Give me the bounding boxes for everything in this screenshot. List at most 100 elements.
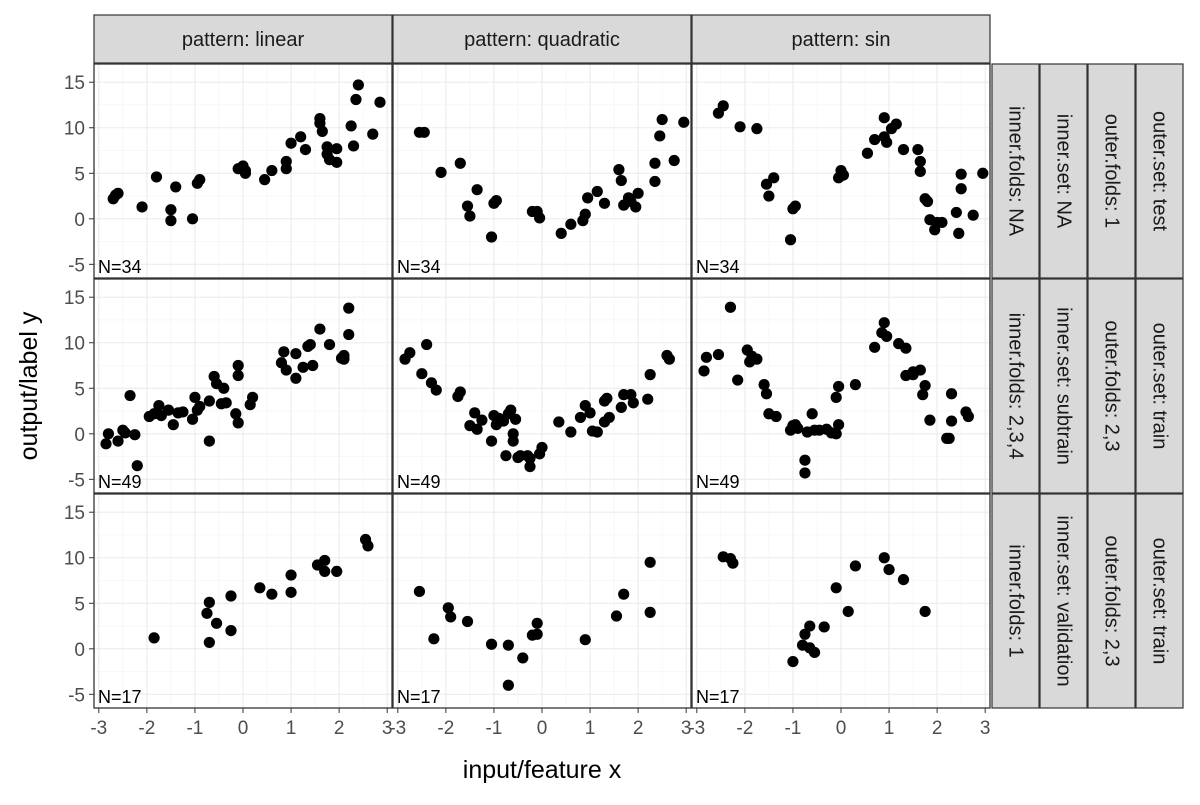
data-point — [881, 136, 893, 148]
count-label: N=49 — [98, 472, 142, 492]
data-point — [579, 634, 591, 646]
data-point — [553, 416, 565, 428]
row-strip — [1135, 493, 1184, 709]
data-point — [579, 208, 591, 220]
column-strip — [691, 14, 991, 64]
row-strip — [1039, 278, 1088, 494]
data-point — [919, 605, 931, 618]
y-tick-label: 0 — [74, 640, 85, 661]
data-point — [239, 167, 252, 179]
row-strip-label: inner.set: NA — [1053, 114, 1075, 229]
data-point — [768, 172, 780, 184]
panel-grid — [393, 494, 691, 708]
data-point — [881, 330, 893, 342]
data-point — [656, 113, 668, 126]
row-strip — [1135, 63, 1184, 279]
data-point — [485, 638, 498, 650]
data-point — [247, 391, 259, 403]
panel-points — [717, 551, 931, 668]
count-label: N=49 — [696, 472, 740, 492]
y-tick-label: -5 — [68, 470, 85, 491]
x-tick-label: -1 — [485, 718, 502, 739]
data-point — [343, 302, 355, 314]
data-point — [331, 156, 343, 168]
row-strip-label: inner.folds: NA — [1005, 106, 1027, 237]
data-point — [955, 168, 967, 180]
panel-grid — [692, 494, 990, 708]
row-strip-label: inner.set: subtrain — [1053, 307, 1075, 465]
data-point — [167, 419, 179, 431]
data-point — [787, 655, 799, 668]
data-point — [897, 574, 910, 586]
data-point — [804, 620, 816, 632]
data-point — [476, 414, 488, 426]
y-tick-label: 10 — [64, 549, 85, 570]
data-point — [890, 118, 902, 130]
data-point — [266, 588, 278, 600]
column-strip-label: pattern: sin — [792, 29, 891, 51]
panel-points — [698, 301, 974, 479]
data-point — [799, 454, 811, 466]
data-point — [220, 397, 232, 409]
x-tick-label: 3 — [382, 718, 393, 739]
data-point — [162, 404, 175, 416]
data-point — [912, 144, 924, 156]
data-point — [502, 679, 514, 691]
data-point — [517, 652, 529, 664]
data-point — [290, 372, 302, 384]
x-tick-label: 0 — [238, 718, 249, 739]
data-point — [627, 397, 639, 409]
data-point — [507, 435, 519, 447]
data-point — [878, 552, 890, 564]
data-point — [352, 79, 364, 91]
data-point — [806, 408, 818, 420]
row-strip-label: inner.folds: 1 — [1005, 544, 1027, 657]
data-point — [763, 190, 775, 202]
data-point — [464, 210, 476, 222]
row-strip-label: outer.set: train — [1149, 323, 1171, 450]
data-point — [698, 365, 710, 377]
data-point — [119, 427, 131, 439]
data-point — [442, 602, 454, 614]
data-point — [136, 201, 148, 213]
data-point — [724, 301, 737, 313]
data-point — [598, 197, 611, 209]
row-strip — [1039, 63, 1088, 279]
row-strip — [1039, 493, 1088, 709]
data-point — [924, 414, 936, 426]
y-tick-label: -5 — [68, 685, 85, 706]
data-point — [644, 369, 656, 381]
data-point — [630, 201, 642, 213]
data-point — [615, 401, 627, 413]
count-label: N=49 — [397, 472, 441, 492]
data-point — [454, 386, 466, 398]
data-point — [505, 404, 517, 416]
data-point — [278, 346, 290, 358]
panel-border — [93, 278, 393, 494]
panel-points — [100, 302, 355, 472]
x-tick-label: -3 — [90, 718, 107, 739]
facet-panel: N=49 — [392, 278, 692, 494]
data-point — [331, 143, 343, 155]
data-point — [102, 428, 115, 440]
data-point — [524, 460, 536, 473]
panel-grid — [94, 279, 392, 493]
data-point — [512, 451, 524, 464]
panel-points — [399, 338, 675, 473]
data-point — [404, 347, 416, 359]
data-point — [435, 166, 447, 178]
x-tick-label: -3 — [389, 718, 406, 739]
data-point — [849, 379, 862, 391]
data-point — [304, 338, 316, 351]
facet-panel: N=17 — [392, 493, 692, 709]
data-point — [345, 120, 357, 132]
data-point — [967, 209, 979, 221]
column-strips: pattern: linear pattern: quadratic pattern… — [93, 14, 991, 64]
data-point — [799, 467, 811, 479]
column-strip-label: pattern: quadratic — [464, 29, 620, 51]
data-point — [232, 417, 244, 429]
data-point — [129, 429, 141, 441]
data-point — [170, 181, 182, 193]
data-point — [883, 563, 895, 576]
facet-panel: N=49 — [93, 278, 393, 494]
